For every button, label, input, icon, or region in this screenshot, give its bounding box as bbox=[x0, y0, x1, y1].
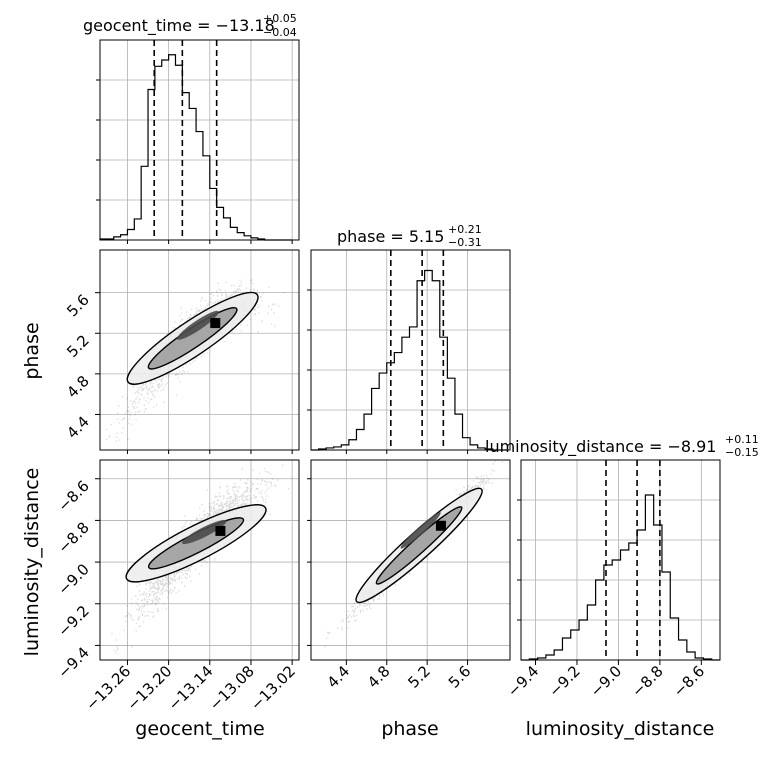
hist-panel-phase-frame bbox=[310, 249, 511, 451]
xtick-label-geocent_time-0: −13.26 bbox=[82, 662, 134, 714]
xtick-label-phase-3: 5.6 bbox=[445, 662, 475, 692]
title-phase: phase = 5.15 bbox=[337, 227, 444, 246]
histogram-geocent_time bbox=[99, 54, 293, 241]
scatter-geocent_time-vs-phase-frame bbox=[99, 249, 300, 451]
title-phase-minus: −0.31 bbox=[448, 236, 482, 249]
ytick-label-phase-3: 5.6 bbox=[63, 291, 93, 321]
title-geocent-time-plus: +0.05 bbox=[263, 12, 297, 25]
title-geocent-time-minus: −0.04 bbox=[263, 26, 297, 39]
xtick-label-luminosity_distance-4: −8.6 bbox=[670, 662, 708, 700]
ytick-label-luminosity_distance-1: −9.2 bbox=[54, 602, 92, 640]
ytick-label-phase-0: 4.4 bbox=[63, 413, 93, 443]
xlabel-luminosity-distance: luminosity_distance bbox=[526, 718, 715, 740]
scatter-geocent_time-vs-luminosity_distance-peak bbox=[215, 525, 226, 536]
xtick-label-phase-0: 4.4 bbox=[324, 662, 354, 692]
xtick-label-geocent_time-4: −13.02 bbox=[247, 662, 299, 714]
scatter-geocent_time-vs-luminosity_distance-points bbox=[111, 460, 293, 654]
scatter-layer bbox=[105, 279, 503, 654]
xtick-label-phase-2: 5.2 bbox=[404, 662, 434, 692]
xtick-label-geocent_time-1: −13.20 bbox=[123, 662, 175, 714]
ytick-label-phase-2: 5.2 bbox=[63, 331, 93, 361]
xtick-label-luminosity_distance-1: −9.2 bbox=[545, 662, 583, 700]
histogram-phase bbox=[311, 269, 508, 451]
xtick-label-geocent_time-3: −13.08 bbox=[206, 662, 258, 714]
scatter-phase-vs-luminosity_distance-peak bbox=[435, 520, 446, 531]
ytick-label-luminosity_distance-2: −9.0 bbox=[54, 560, 92, 598]
scatter-geocent_time-vs-phase-points bbox=[105, 279, 285, 442]
hist-panel-luminosity_distance-frame bbox=[520, 459, 721, 661]
xtick-label-luminosity_distance-3: −8.8 bbox=[628, 662, 666, 700]
scatter-phase-vs-luminosity_distance-points bbox=[324, 460, 503, 648]
title-geocent-time: geocent_time = −13.18 bbox=[83, 16, 275, 36]
scatter-phase-vs-luminosity_distance-frame bbox=[310, 459, 511, 661]
title-luminosity-distance-minus: −0.15 bbox=[725, 446, 759, 459]
scatter-geocent_time-vs-luminosity_distance-frame bbox=[99, 459, 300, 661]
ytick-label-phase-1: 4.8 bbox=[63, 372, 93, 402]
hist-panel-geocent_time-frame bbox=[99, 39, 300, 241]
ylabel-luminosity-distance: luminosity_distance bbox=[21, 468, 43, 657]
histogram-luminosity_distance bbox=[521, 494, 720, 661]
scatter-phase-vs-luminosity_distance-core bbox=[400, 512, 441, 549]
ytick-label-luminosity_distance-3: −8.8 bbox=[54, 519, 92, 557]
xtick-label-geocent_time-2: −13.14 bbox=[165, 662, 217, 714]
ytick-label-luminosity_distance-0: −9.4 bbox=[54, 644, 92, 682]
xtick-label-luminosity_distance-2: −9.0 bbox=[587, 662, 625, 700]
scatter-geocent_time-vs-phase-core bbox=[177, 310, 219, 340]
title-luminosity-distance: luminosity_distance = −8.91 bbox=[485, 437, 716, 457]
ylabel-phase: phase bbox=[21, 322, 43, 379]
scatter-geocent_time-vs-luminosity_distance-core bbox=[181, 519, 227, 545]
xlabel-phase: phase bbox=[381, 718, 438, 740]
hist-panel-geocent_time-bg bbox=[100, 40, 299, 240]
title-luminosity-distance-plus: +0.11 bbox=[725, 433, 759, 446]
ytick-label-luminosity_distance-4: −8.6 bbox=[54, 477, 92, 515]
xlabel-geocent-time: geocent_time bbox=[135, 718, 264, 740]
xtick-label-luminosity_distance-0: −9.4 bbox=[504, 662, 542, 700]
hist-panel-phase-bg bbox=[311, 250, 510, 450]
title-phase-plus: +0.21 bbox=[448, 223, 482, 236]
xtick-label-phase-1: 4.8 bbox=[364, 662, 394, 692]
scatter-geocent_time-vs-phase-peak bbox=[210, 318, 221, 329]
